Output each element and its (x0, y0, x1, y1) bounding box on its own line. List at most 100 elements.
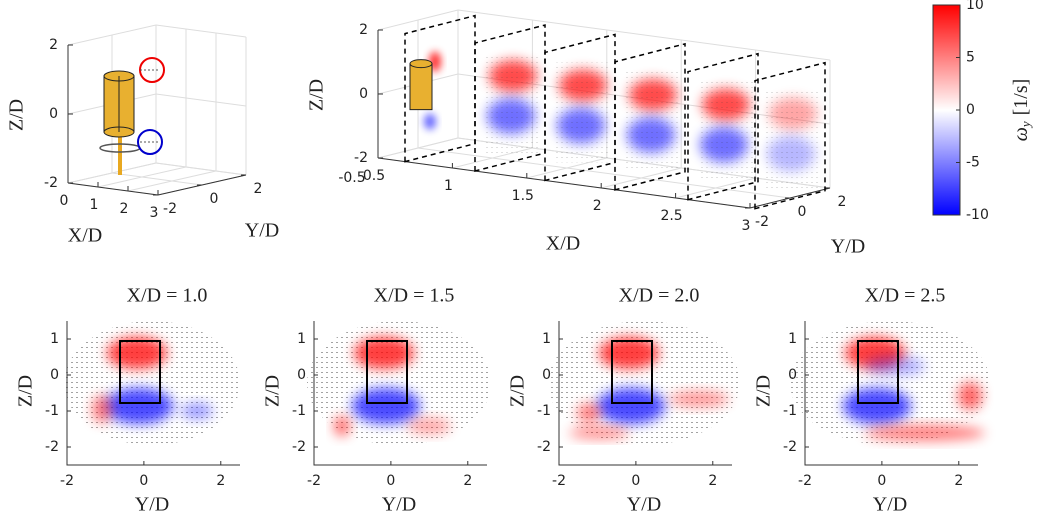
colorbar (932, 4, 961, 216)
vorticity-region (669, 391, 729, 407)
slice-outline (754, 61, 826, 210)
z-tick-label: -2 (354, 150, 368, 166)
y-axis-label: Y/D (245, 220, 279, 242)
slice-outline (614, 42, 686, 191)
y-tick-label: 0 (297, 367, 306, 383)
turbine-model (99, 57, 165, 175)
y-tick-label: -2 (45, 439, 59, 455)
rotor-outline (366, 340, 408, 404)
colorbar-tick-label: 5 (966, 50, 975, 66)
vector-field (555, 62, 610, 163)
x-tick-label: 2 (120, 201, 129, 217)
panel-title: X/D = 2.5 (865, 285, 946, 307)
x-tick-label: 1 (444, 178, 453, 194)
axis-line (377, 157, 751, 209)
x-tick-label: 3 (742, 218, 751, 234)
vorticity-region (865, 425, 985, 441)
vector-field (698, 81, 753, 182)
vector-field (625, 71, 680, 172)
z-tick-label: 2 (359, 22, 368, 38)
z-axis-label: Z/D (306, 79, 328, 111)
y-axis-label: Z/D (262, 375, 284, 407)
x-tick-label: 3 (150, 205, 159, 221)
y-tick-label: -1 (45, 403, 59, 419)
x-tick-label: 0 (877, 473, 886, 489)
vector-field (307, 321, 491, 445)
x-tick-label: -2 (60, 473, 74, 489)
vorticity-region (577, 403, 601, 423)
x-axis-label: Y/D (627, 494, 661, 516)
vorticity-region (334, 416, 350, 436)
turbine-model (409, 63, 433, 111)
x-tick-label: -2 (307, 473, 321, 489)
x-tick-label: 1 (90, 197, 99, 213)
grid-line (377, 9, 459, 31)
grid-line (155, 93, 247, 107)
vorticity-region (843, 388, 911, 424)
y-tick-label: -2 (537, 439, 551, 455)
x-tick-label: 0 (60, 193, 69, 209)
x-tick-label: 2.5 (660, 208, 682, 224)
y-axis-label: Z/D (15, 375, 37, 407)
y-tick-label: 2 (838, 194, 847, 210)
x-tick-label: 2 (216, 473, 225, 489)
vector-field (765, 90, 820, 191)
turbine-model (409, 59, 433, 69)
label-part: y (1018, 121, 1033, 129)
z-tick-label: -2 (44, 175, 58, 191)
label-part: [1/s] (1010, 79, 1032, 116)
x-tick-label: 2 (593, 198, 602, 214)
y-tick-label: 0 (210, 191, 219, 207)
grid-line (67, 24, 157, 46)
slice-outline (544, 33, 616, 182)
slice-outline (404, 14, 476, 163)
y-tick-label: -1 (537, 403, 551, 419)
z-axis-label: Z/D (6, 99, 28, 131)
grid-line (417, 147, 791, 199)
vorticity-region (599, 337, 659, 369)
vorticity-region (597, 388, 665, 424)
vector-field (790, 321, 990, 445)
rotor-outline (611, 340, 653, 404)
vorticity-region (407, 418, 451, 434)
panel-title: X/D = 2.0 (619, 285, 700, 307)
grid-line (155, 162, 247, 176)
y-tick-label: 1 (542, 331, 551, 347)
y-tick-label: -2 (292, 439, 306, 455)
x-tick-label: -2 (552, 473, 566, 489)
panel-title: X/D = 1.0 (127, 285, 208, 307)
y-tick-label: -1 (292, 403, 306, 419)
x-tick-label: 0.5 (363, 168, 385, 184)
x-axis-label: X/D (68, 225, 102, 247)
x-axis-label: Y/D (873, 494, 907, 516)
x-tick-label: -2 (798, 473, 812, 489)
x-tick-label: 1.5 (512, 188, 534, 204)
label-part: ω (1010, 127, 1032, 141)
vorticity-region (92, 395, 112, 423)
y-tick-label: 1 (50, 331, 59, 347)
vorticity-region (105, 388, 173, 424)
colorbar-tick-label: 10 (966, 0, 984, 13)
grid-line (457, 9, 831, 61)
y-tick-label: 0 (50, 367, 59, 383)
vorticity-region (958, 382, 982, 410)
grid-line (67, 162, 157, 184)
vorticity-region (181, 403, 213, 419)
z-tick-label: 0 (49, 106, 58, 122)
x-tick-label: 0 (386, 473, 395, 489)
vorticity-region (569, 427, 629, 439)
panel-title: X/D = 1.5 (374, 285, 455, 307)
y-tick-label: 0 (542, 367, 551, 383)
vorticity-region (354, 337, 414, 369)
axis-line (67, 182, 159, 196)
z-tick-label: 2 (49, 37, 58, 53)
x-axis-label: X/D (546, 233, 580, 255)
y-axis-label: Z/D (753, 375, 775, 407)
colorbar-label: ωy [1/s] (1010, 79, 1033, 142)
annotation: -0.5 (338, 170, 365, 186)
x-tick-label: 2 (463, 473, 472, 489)
slice-outline (474, 24, 546, 173)
vector-field (485, 53, 540, 154)
y-tick-label: -1 (783, 403, 797, 419)
